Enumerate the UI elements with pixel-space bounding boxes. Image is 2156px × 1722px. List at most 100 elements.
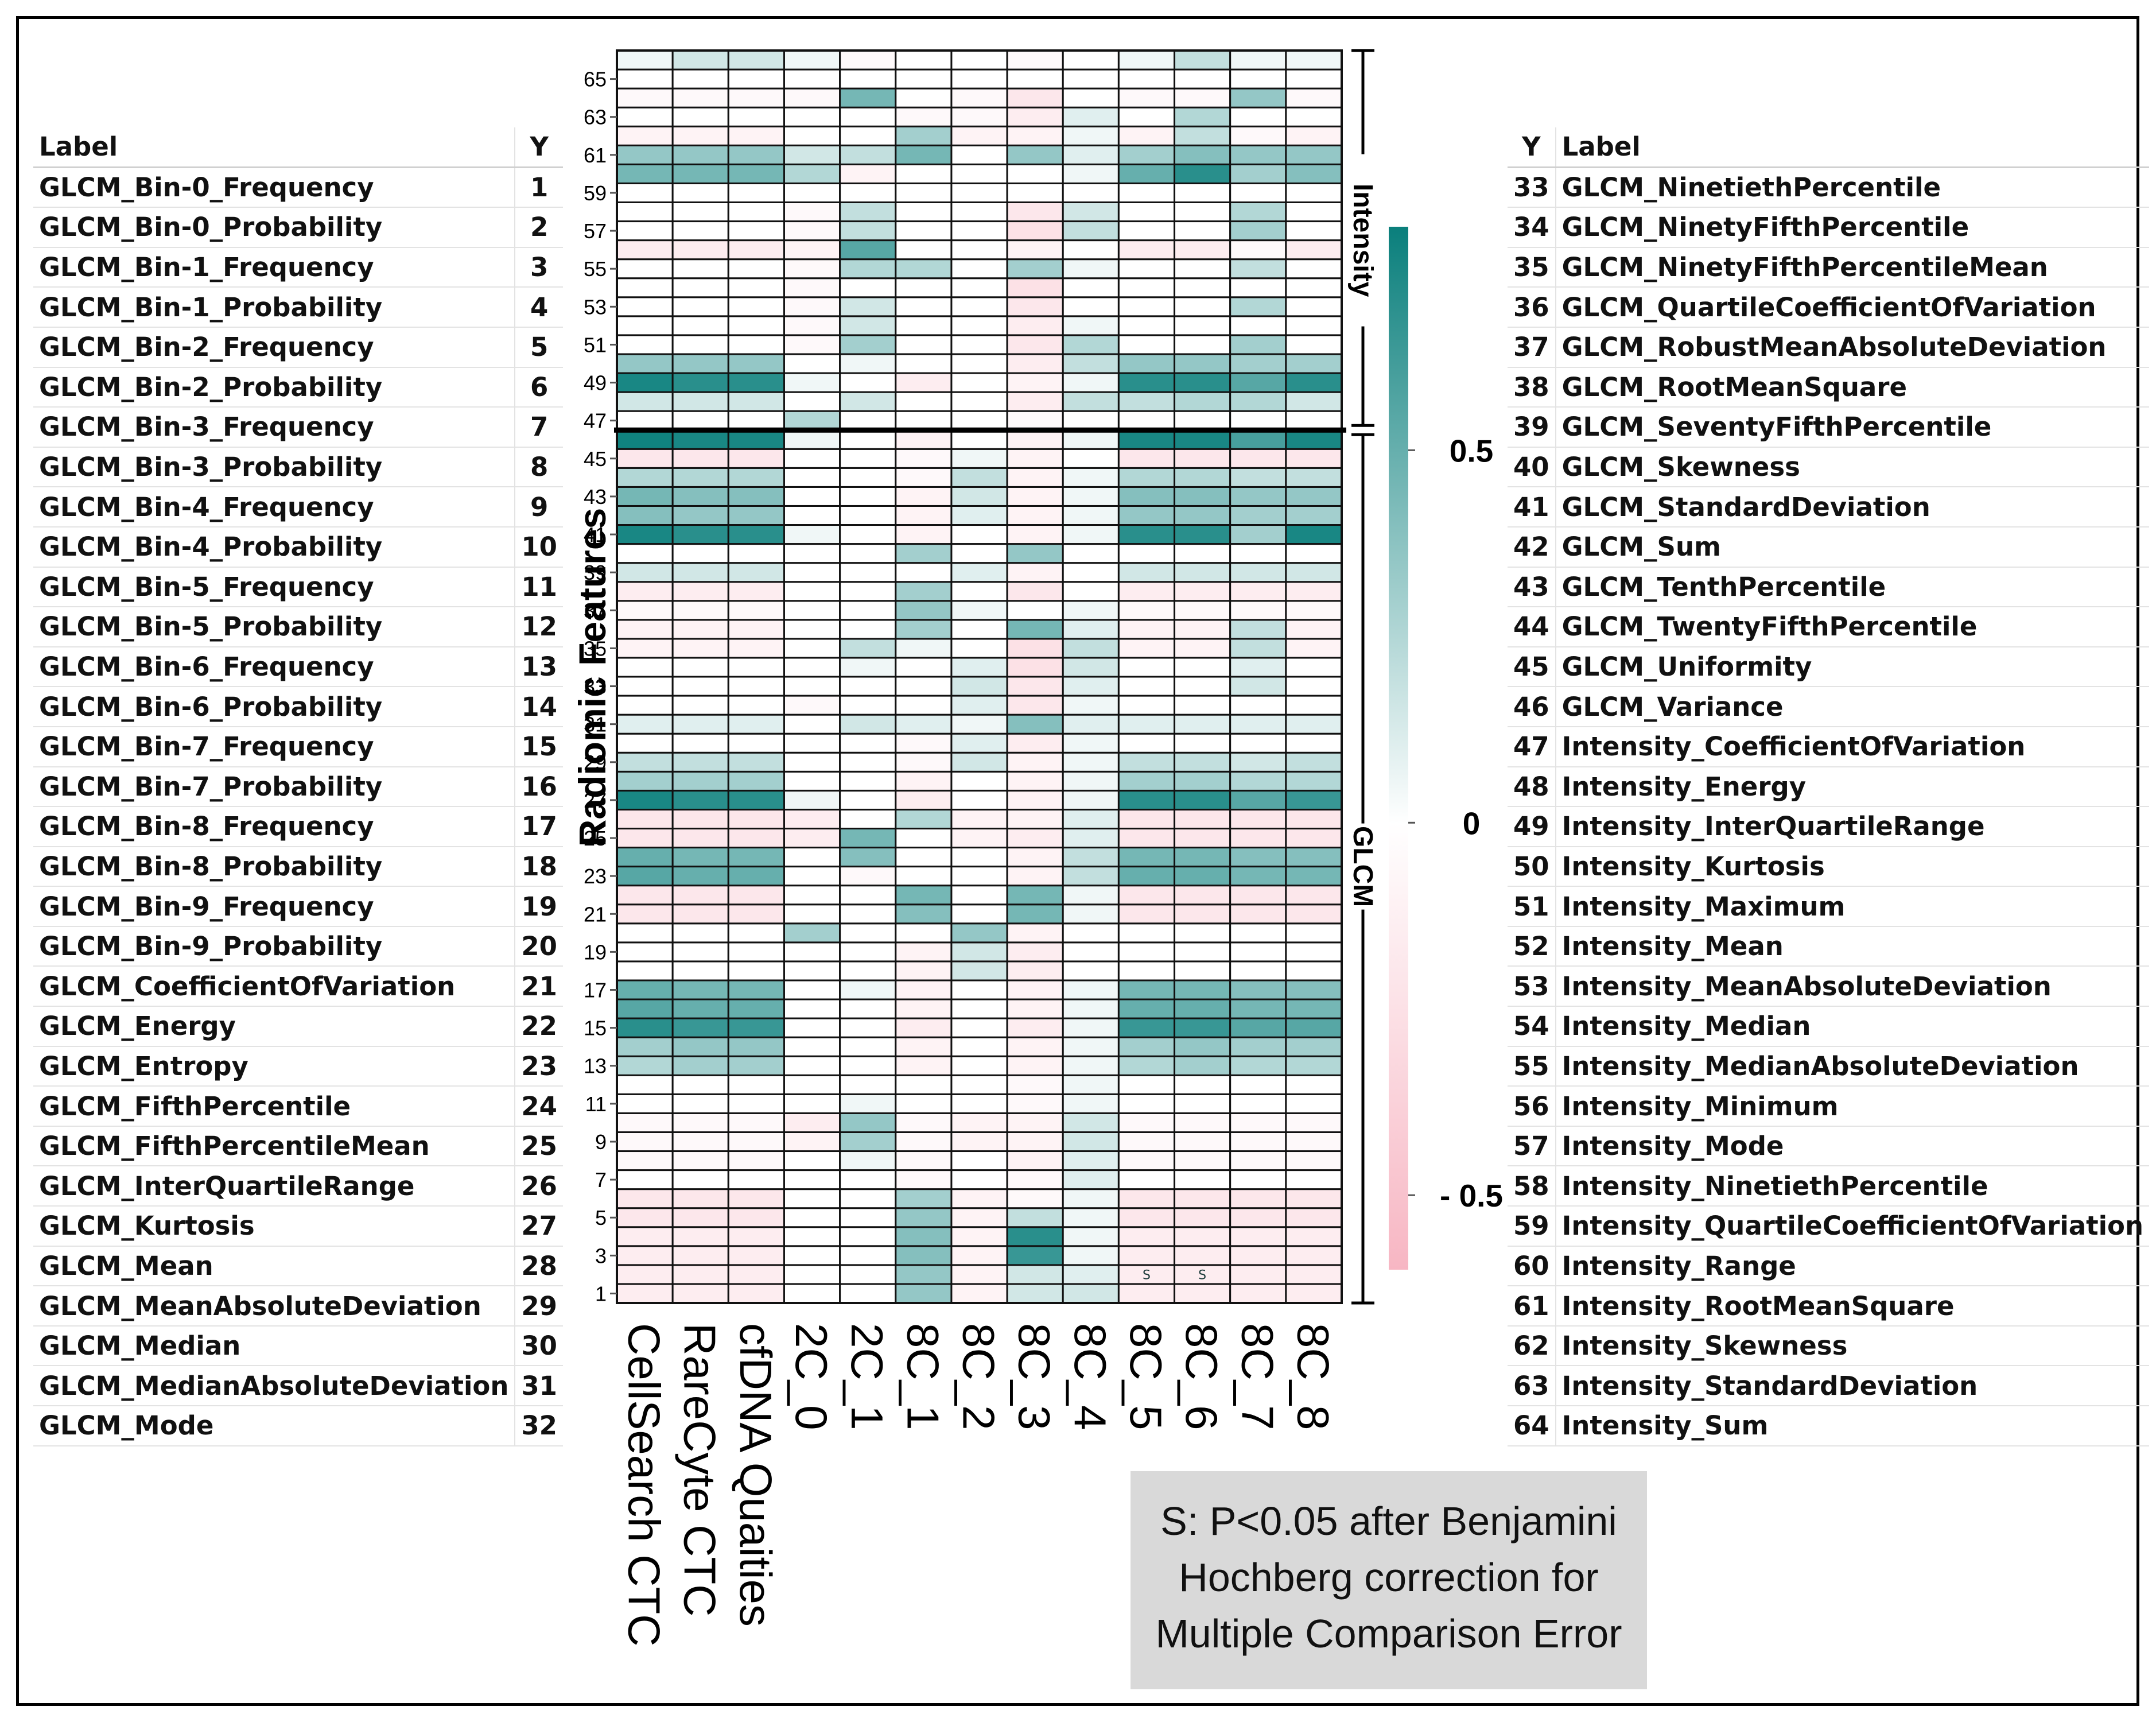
heatmap-cell bbox=[950, 770, 1008, 792]
legend-feature-label: GLCM_Mean bbox=[33, 1246, 515, 1287]
heatmap-cell bbox=[1006, 979, 1064, 1000]
heatmap-cell bbox=[616, 296, 674, 317]
y-tick-label: 25 bbox=[584, 827, 607, 850]
heatmap-cell bbox=[1229, 695, 1287, 716]
heatmap-cell bbox=[616, 410, 674, 431]
heatmap-cell bbox=[1174, 998, 1232, 1019]
legend-row: 35 GLCM_NinetyFifthPercentileMean bbox=[1508, 247, 2150, 288]
heatmap-cell bbox=[727, 68, 785, 90]
heatmap-cell bbox=[839, 676, 897, 697]
heatmap-cell bbox=[1174, 68, 1232, 90]
heatmap-cell bbox=[1174, 885, 1232, 906]
group-label: GLCM bbox=[1347, 826, 1378, 907]
heatmap-cell bbox=[895, 600, 953, 621]
y-tick-label: 37 bbox=[584, 599, 607, 622]
legend-row: GLCM_Mean 28 bbox=[33, 1246, 563, 1287]
heatmap-cell bbox=[839, 1207, 897, 1228]
heatmap-cell bbox=[783, 1017, 841, 1038]
heatmap-cell bbox=[1117, 770, 1176, 792]
heatmap-cell bbox=[616, 941, 674, 963]
legend-feature-y: 3 bbox=[514, 247, 563, 288]
heatmap-cell bbox=[1117, 789, 1176, 810]
legend-feature-y: 31 bbox=[514, 1366, 563, 1406]
heatmap-cell bbox=[895, 998, 953, 1019]
heatmap-cell bbox=[839, 524, 897, 545]
heatmap-cell bbox=[1174, 638, 1232, 659]
heatmap-cell bbox=[839, 770, 897, 792]
heatmap-cell bbox=[1006, 789, 1064, 810]
legend-row: GLCM_Bin-1_Frequency 3 bbox=[33, 247, 563, 288]
legend-feature-y: 58 bbox=[1508, 1166, 1556, 1207]
heatmap-cell bbox=[895, 922, 953, 944]
heatmap-cell bbox=[783, 106, 841, 127]
legend-feature-y: 10 bbox=[514, 526, 563, 568]
heatmap-cell bbox=[671, 827, 729, 849]
heatmap-cell bbox=[783, 353, 841, 374]
heatmap-cell bbox=[950, 391, 1008, 412]
legend-feature-label: GLCM_Bin-5_Frequency bbox=[33, 567, 515, 608]
heatmap-cell bbox=[1062, 1169, 1120, 1190]
heatmap-cell bbox=[839, 979, 897, 1000]
heatmap-cell bbox=[1285, 903, 1343, 925]
legend-feature-y: 64 bbox=[1508, 1406, 1556, 1446]
heatmap-cell bbox=[950, 866, 1008, 887]
heatmap-cell bbox=[727, 87, 785, 108]
heatmap-cell bbox=[1006, 827, 1064, 849]
heatmap-border bbox=[616, 49, 1343, 1304]
heatmap-cell bbox=[1285, 163, 1343, 184]
heatmap-cell bbox=[616, 182, 674, 203]
heatmap-cell bbox=[783, 581, 841, 602]
heatmap-cell bbox=[950, 1112, 1008, 1133]
heatmap-cell bbox=[950, 163, 1008, 184]
heatmap-cell bbox=[1117, 87, 1176, 108]
heatmap-cell bbox=[727, 1055, 785, 1076]
heatmap-cell bbox=[895, 619, 953, 640]
heatmap-cell bbox=[895, 486, 953, 507]
heatmap-cell bbox=[1062, 770, 1120, 792]
legend-feature-y: 29 bbox=[514, 1286, 563, 1327]
heatmap-cell bbox=[671, 903, 729, 925]
heatmap-cell bbox=[1062, 1131, 1120, 1153]
heatmap-cell bbox=[783, 1036, 841, 1057]
heatmap-cell bbox=[1229, 448, 1287, 469]
heatmap-cell bbox=[1006, 296, 1064, 317]
heatmap-cell bbox=[1285, 448, 1343, 469]
heatmap-cell bbox=[1006, 277, 1064, 298]
legend-feature-y: 41 bbox=[1508, 487, 1556, 528]
heatmap-cell bbox=[1006, 1036, 1064, 1057]
legend-feature-label: GLCM_Bin-8_Probability bbox=[33, 846, 515, 887]
heatmap-cell bbox=[1285, 106, 1343, 127]
heatmap-cell bbox=[1285, 600, 1343, 621]
x-tick-label: CellSearch CTC bbox=[619, 1323, 670, 1646]
y-tick-label: 59 bbox=[584, 181, 607, 205]
heatmap-cell bbox=[1117, 505, 1176, 526]
heatmap-cell bbox=[950, 505, 1008, 526]
heatmap-cell bbox=[950, 87, 1008, 108]
heatmap-cell bbox=[895, 296, 953, 317]
heatmap-cell bbox=[1285, 296, 1343, 317]
feature-legend-right-body: Y Label 33 GLCM_NinetiethPercentile 34 GLCM_N… bbox=[1508, 127, 2150, 1446]
heatmap-cell bbox=[895, 87, 953, 108]
heatmap-cell bbox=[895, 125, 953, 146]
heatmap-cell bbox=[1006, 695, 1064, 716]
heatmap-cell bbox=[839, 1074, 897, 1095]
heatmap-cell bbox=[1174, 144, 1232, 165]
heatmap-cell bbox=[1174, 410, 1232, 431]
heatmap-cell bbox=[1174, 1093, 1232, 1114]
heatmap-cell bbox=[1285, 770, 1343, 792]
heatmap-cell bbox=[1062, 903, 1120, 925]
heatmap-cell bbox=[839, 486, 897, 507]
heatmap-cell bbox=[1006, 87, 1064, 108]
heatmap-cell bbox=[895, 770, 953, 792]
heatmap-cell bbox=[1117, 163, 1176, 184]
heatmap-cell bbox=[1229, 296, 1287, 317]
heatmap-cell bbox=[950, 410, 1008, 431]
heatmap-cell bbox=[1006, 770, 1064, 792]
heatmap-cell bbox=[1229, 1264, 1287, 1285]
heatmap-cell bbox=[895, 903, 953, 925]
heatmap-cell bbox=[727, 866, 785, 887]
heatmap-cell bbox=[895, 163, 953, 184]
heatmap-cell bbox=[1229, 1169, 1287, 1190]
heatmap-cell bbox=[1285, 1017, 1343, 1038]
heatmap-cell bbox=[950, 68, 1008, 90]
